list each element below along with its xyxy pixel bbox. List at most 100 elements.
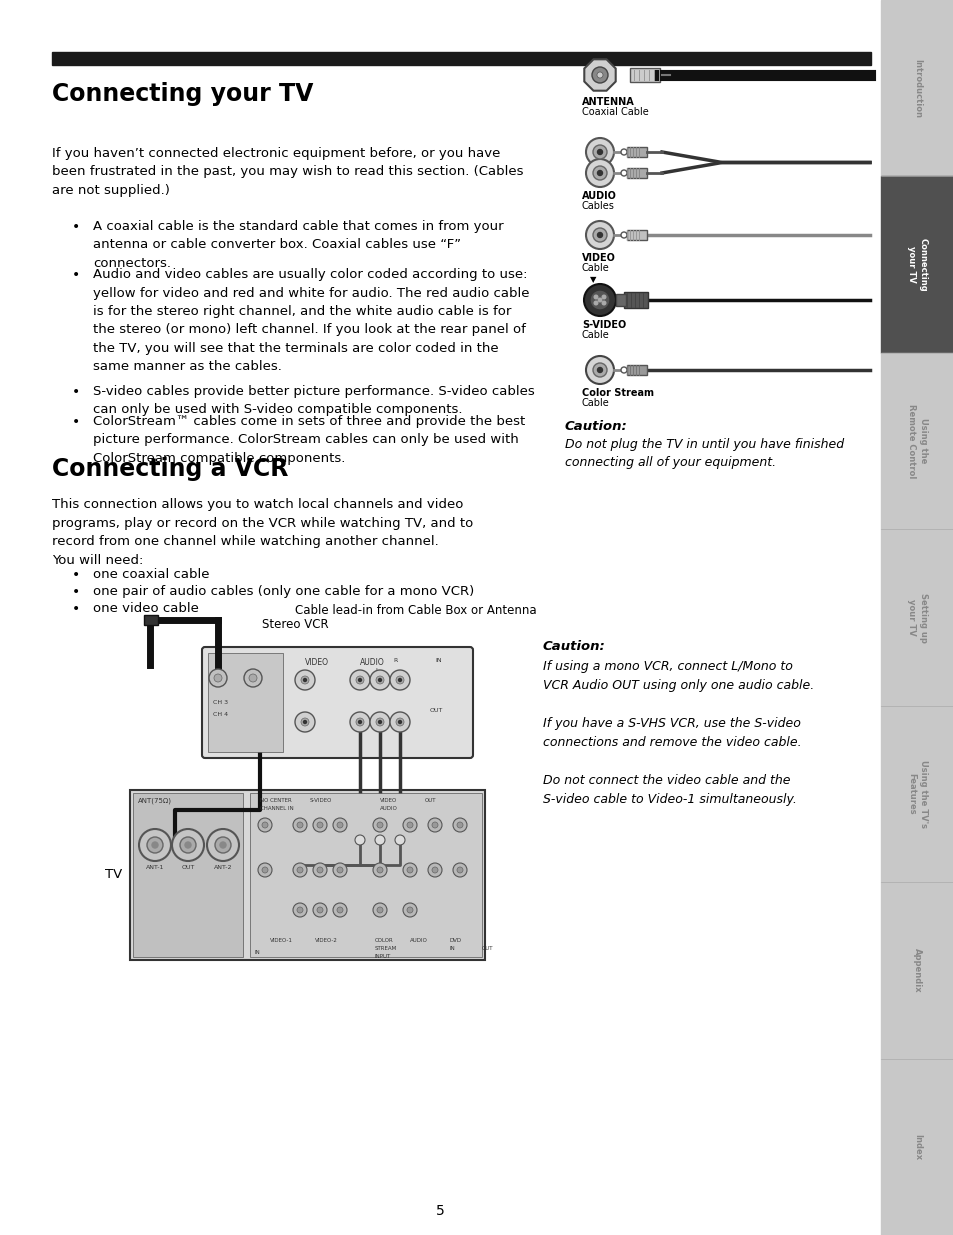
Text: one coaxial cable: one coaxial cable: [92, 568, 210, 580]
Text: Caution:: Caution:: [564, 420, 627, 433]
Text: ColorStream™ cables come in sets of three and provide the best
picture performan: ColorStream™ cables come in sets of thre…: [92, 415, 525, 466]
Text: OUT: OUT: [481, 946, 493, 951]
Circle shape: [257, 818, 272, 832]
Circle shape: [139, 829, 171, 861]
Text: Audio and video cables are usually color coded according to use:
yellow for vide: Audio and video cables are usually color…: [92, 268, 529, 373]
Circle shape: [407, 823, 413, 827]
Text: Connecting your TV: Connecting your TV: [52, 82, 313, 106]
Text: COLOR: COLOR: [375, 939, 394, 944]
Circle shape: [585, 356, 614, 384]
Text: •: •: [71, 585, 80, 599]
Circle shape: [336, 823, 343, 827]
Circle shape: [316, 823, 323, 827]
Bar: [623, 291, 647, 308]
Text: INPUT: INPUT: [375, 953, 391, 960]
Text: AUDIO: AUDIO: [581, 191, 617, 201]
Circle shape: [398, 678, 401, 682]
Circle shape: [585, 159, 614, 186]
Text: •: •: [71, 220, 80, 233]
Circle shape: [257, 863, 272, 877]
Polygon shape: [583, 59, 615, 90]
Text: •: •: [71, 385, 80, 399]
Circle shape: [585, 138, 614, 165]
Text: VIDEO-2: VIDEO-2: [314, 939, 337, 944]
Text: Cable: Cable: [581, 330, 609, 340]
Circle shape: [296, 906, 303, 913]
Text: If using a mono VCR, connect L/Mono to
VCR Audio OUT using only one audio cable.: If using a mono VCR, connect L/Mono to V…: [542, 659, 814, 806]
Text: ANT-1: ANT-1: [146, 864, 164, 869]
Text: OUT: OUT: [430, 708, 443, 713]
Circle shape: [293, 863, 307, 877]
Circle shape: [249, 674, 256, 682]
Bar: [144, 615, 158, 625]
Text: CH 4: CH 4: [213, 713, 228, 718]
Text: ANTENNA: ANTENNA: [581, 98, 634, 107]
Circle shape: [402, 818, 416, 832]
Text: Stereo VCR: Stereo VCR: [261, 618, 328, 631]
Circle shape: [398, 720, 401, 724]
Bar: [880, 705, 953, 882]
Circle shape: [376, 906, 382, 913]
Text: Using the
Remote Control: Using the Remote Control: [906, 404, 926, 478]
Circle shape: [428, 863, 441, 877]
Circle shape: [390, 713, 410, 732]
Circle shape: [214, 837, 231, 853]
Text: S-VIDEO: S-VIDEO: [310, 798, 332, 803]
Text: R: R: [393, 658, 396, 663]
Text: CHANNEL IN: CHANNEL IN: [260, 806, 294, 811]
Text: Using the TV's
Features: Using the TV's Features: [906, 760, 926, 827]
Bar: [208, 653, 283, 752]
Text: If you haven’t connected electronic equipment before, or you have
been frustrate: If you haven’t connected electronic equi…: [52, 147, 523, 198]
Circle shape: [301, 718, 309, 726]
Circle shape: [597, 232, 602, 237]
Bar: [626, 168, 646, 178]
Text: AUDIO: AUDIO: [379, 806, 397, 811]
Circle shape: [375, 676, 384, 684]
Text: ANT-2: ANT-2: [213, 864, 232, 869]
Circle shape: [620, 149, 626, 156]
Circle shape: [316, 867, 323, 873]
Circle shape: [220, 842, 226, 848]
Circle shape: [301, 676, 309, 684]
Circle shape: [375, 718, 384, 726]
Text: ▼: ▼: [589, 275, 596, 284]
Circle shape: [296, 823, 303, 827]
Circle shape: [355, 835, 365, 845]
Bar: [132, 793, 243, 957]
Bar: [52, 52, 870, 65]
Circle shape: [407, 906, 413, 913]
Circle shape: [172, 829, 204, 861]
Circle shape: [597, 368, 602, 373]
Text: L: L: [375, 668, 378, 673]
Circle shape: [296, 867, 303, 873]
Circle shape: [152, 842, 158, 848]
Text: IN: IN: [254, 950, 260, 955]
Circle shape: [313, 903, 327, 918]
Text: •: •: [71, 601, 80, 616]
Circle shape: [313, 818, 327, 832]
Bar: [629, 68, 659, 82]
Text: A coaxial cable is the standard cable that comes in from your
antenna or cable c: A coaxial cable is the standard cable th…: [92, 220, 503, 270]
Circle shape: [593, 165, 606, 180]
Text: one pair of audio cables (only one cable for a mono VCR): one pair of audio cables (only one cable…: [92, 585, 474, 598]
Text: 5: 5: [436, 1204, 444, 1218]
Text: OUT: OUT: [181, 864, 194, 869]
Text: Cable: Cable: [581, 398, 609, 408]
Text: Cable: Cable: [581, 263, 609, 273]
Circle shape: [585, 221, 614, 249]
Circle shape: [620, 232, 626, 238]
Circle shape: [592, 67, 607, 83]
Circle shape: [303, 678, 306, 682]
Text: Setting up
your TV: Setting up your TV: [906, 593, 926, 642]
Bar: [880, 353, 953, 530]
Circle shape: [402, 863, 416, 877]
Circle shape: [316, 906, 323, 913]
Text: Appendix: Appendix: [912, 948, 921, 993]
Bar: [616, 294, 625, 306]
Circle shape: [355, 676, 364, 684]
Circle shape: [453, 863, 467, 877]
Text: Connecting a VCR: Connecting a VCR: [52, 457, 288, 480]
Text: •: •: [71, 568, 80, 582]
Bar: [880, 1058, 953, 1235]
Bar: [880, 530, 953, 705]
